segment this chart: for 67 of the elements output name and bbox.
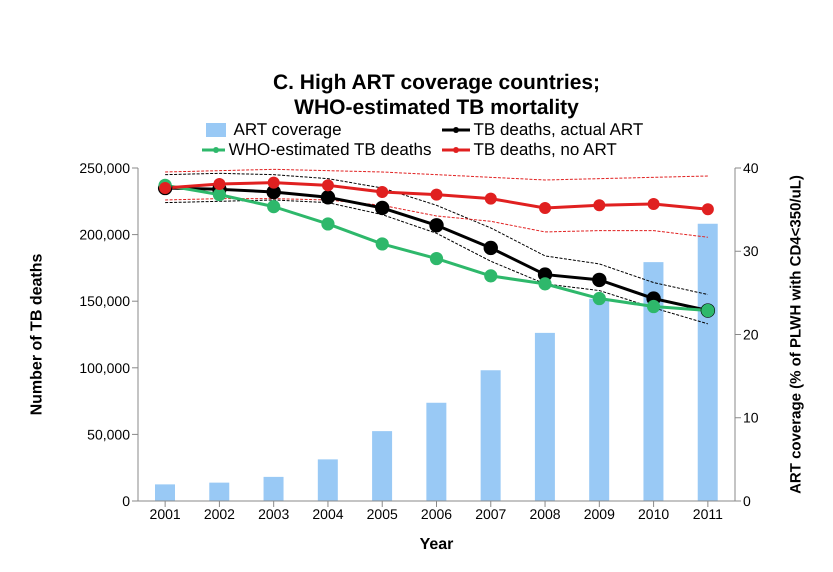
point bbox=[592, 292, 606, 306]
y-tick-label: 50,000 bbox=[87, 426, 130, 442]
x-tick-label: 2008 bbox=[529, 506, 561, 522]
y2-tick-label: 20 bbox=[743, 326, 759, 342]
x-tick-label: 2002 bbox=[204, 506, 236, 522]
line-series bbox=[164, 168, 708, 180]
x-tick-label: 2004 bbox=[312, 506, 344, 522]
point bbox=[539, 202, 552, 214]
legend-label: TB deaths, actual ART bbox=[474, 120, 644, 140]
x-axis-title: Year bbox=[420, 536, 454, 553]
x-tick-label: 2005 bbox=[366, 506, 398, 522]
point bbox=[592, 272, 607, 288]
y2-tick-label: 0 bbox=[743, 492, 751, 509]
y2-tick-label: 10 bbox=[743, 410, 759, 426]
legend-label: ART coverage bbox=[234, 120, 342, 140]
bar bbox=[643, 262, 664, 501]
y2-tick-label: 30 bbox=[743, 243, 759, 260]
point bbox=[376, 186, 388, 198]
point bbox=[430, 188, 442, 201]
y-axis-title: Number of TB deaths bbox=[28, 254, 46, 416]
y2-tick-label: 40 bbox=[743, 160, 759, 176]
x-tick-label: 2011 bbox=[692, 506, 724, 522]
point bbox=[429, 218, 444, 232]
bar bbox=[264, 476, 284, 501]
point bbox=[484, 192, 497, 205]
point bbox=[376, 237, 389, 251]
legend-label: WHO-estimated TB deaths bbox=[228, 140, 432, 160]
point bbox=[320, 190, 336, 205]
x-tick-label: 2009 bbox=[584, 506, 616, 522]
bar bbox=[589, 298, 610, 501]
legend-label: TB deaths, no ART bbox=[474, 140, 617, 160]
point bbox=[268, 176, 280, 189]
line-series bbox=[164, 172, 708, 296]
point bbox=[430, 252, 444, 266]
bar bbox=[426, 402, 446, 501]
point bbox=[321, 217, 335, 231]
point bbox=[322, 179, 334, 192]
point bbox=[375, 200, 390, 216]
y-tick-label: 0 bbox=[122, 492, 130, 509]
point bbox=[484, 240, 498, 256]
x-tick-label: 2010 bbox=[638, 506, 670, 522]
y-tick-label: 100,000 bbox=[79, 360, 130, 376]
bar bbox=[480, 370, 501, 501]
x-tick-label: 2003 bbox=[258, 506, 290, 522]
point bbox=[267, 200, 280, 214]
point bbox=[648, 198, 660, 210]
bar bbox=[318, 459, 338, 501]
point bbox=[538, 277, 552, 290]
bar bbox=[155, 484, 175, 501]
bar bbox=[209, 482, 230, 501]
x-tick-label: 2007 bbox=[475, 506, 507, 522]
point bbox=[213, 178, 226, 190]
x-tick-label: 2001 bbox=[150, 506, 181, 522]
bar bbox=[698, 224, 718, 501]
point bbox=[702, 203, 714, 216]
point bbox=[212, 188, 226, 202]
point bbox=[484, 269, 498, 282]
y-tick-label: 200,000 bbox=[79, 226, 130, 243]
x-tick-label: 2006 bbox=[420, 506, 452, 522]
point bbox=[646, 300, 660, 314]
point bbox=[593, 199, 606, 212]
bar bbox=[534, 332, 555, 501]
y-tick-label: 250,000 bbox=[79, 160, 130, 176]
y2-axis-title: ART coverage (% of PLWH with CD4<350/uL) bbox=[787, 175, 804, 494]
y-tick-label: 150,000 bbox=[79, 293, 130, 310]
bar bbox=[372, 431, 392, 501]
chart-title: C. High ART coverage countries; WHO-estimated TB mortality bbox=[272, 70, 602, 120]
